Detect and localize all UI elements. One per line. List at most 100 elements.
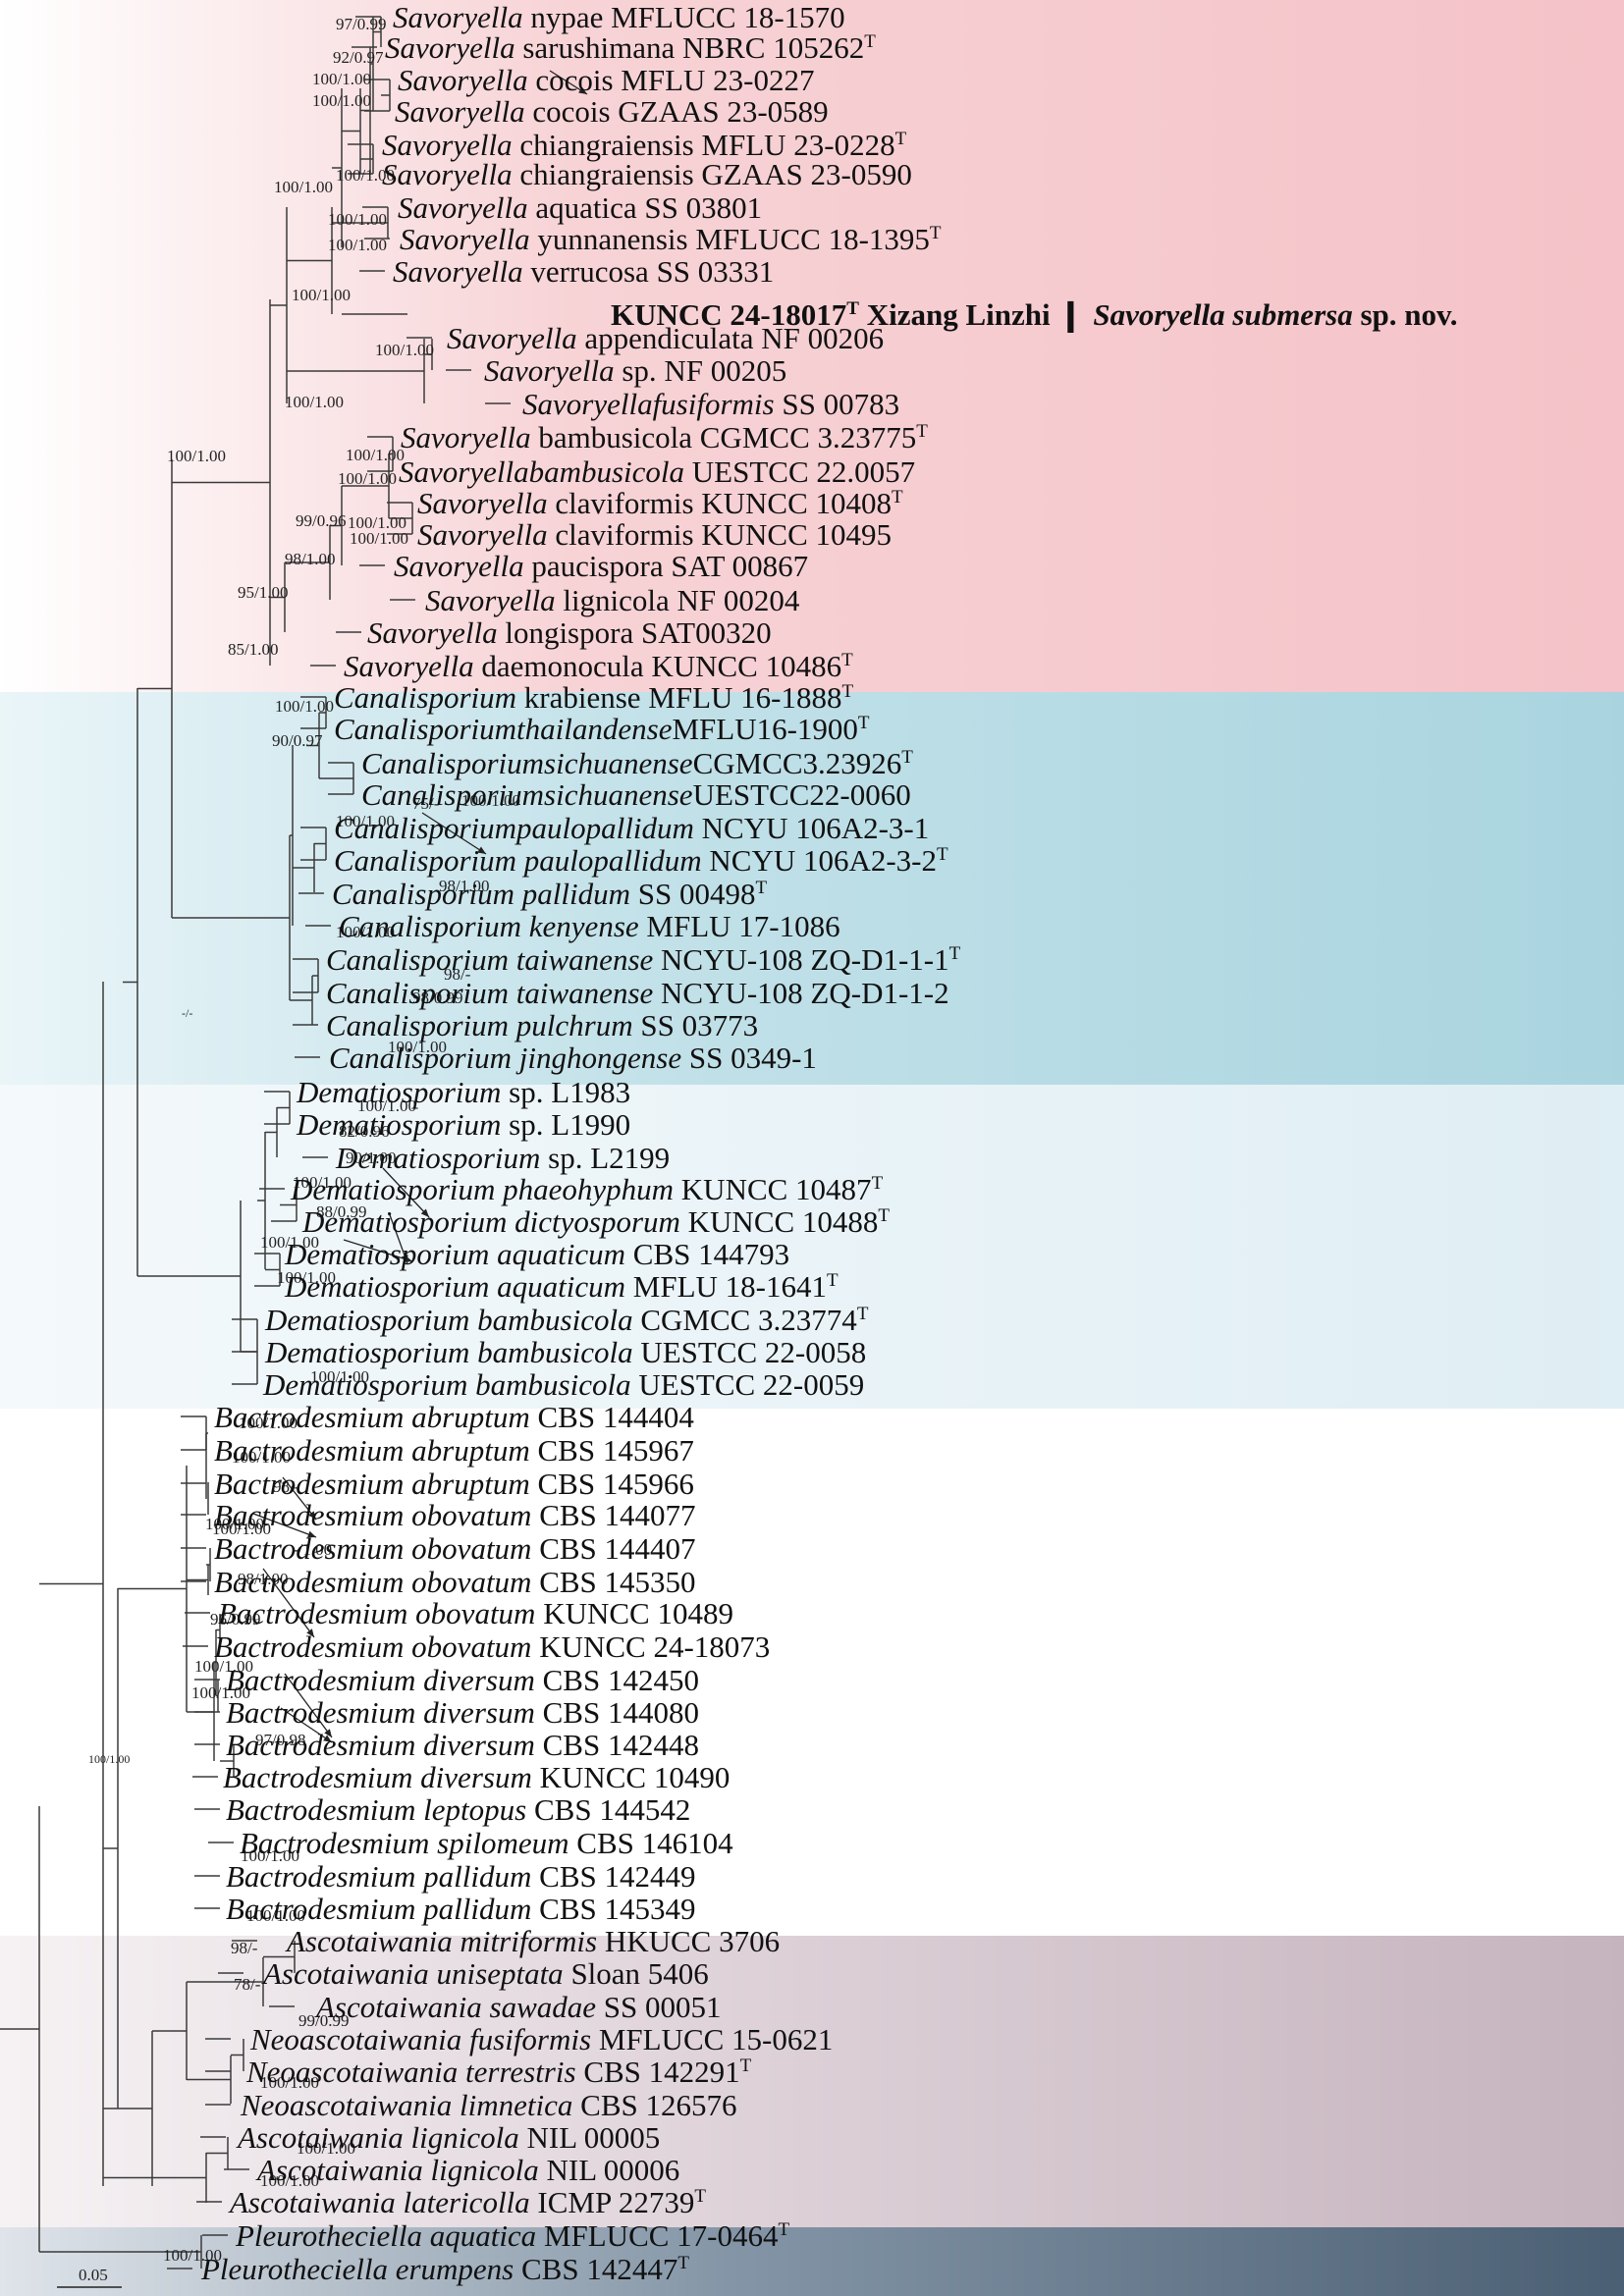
taxon-label: Dematiosporium aquaticum CBS 144793 [284, 1237, 789, 1271]
support-value: -/1.00 [293, 1540, 332, 1559]
taxon-genus-species: Bactrodesmium diversum [226, 1663, 535, 1697]
taxon-genus-species: Savoryella [367, 615, 498, 650]
taxon-strain: KUNCC 10489 [535, 1596, 733, 1630]
taxon-genus-species: Savoryella [394, 549, 524, 583]
support-value: 92/0.97 [333, 48, 384, 67]
leader-arrowhead [324, 1729, 332, 1737]
taxon-strain: krabiense MFLU 16-1888 [516, 680, 841, 715]
taxon-label: Ascotaiwania lignicola NIL 00005 [236, 2120, 660, 2155]
taxon-strain: sp. L1983 [501, 1075, 630, 1109]
taxon-genus-species: Savoryella [395, 94, 525, 129]
taxon-strain: CBS 145967 [530, 1433, 694, 1468]
taxon-genus-species: Ascotaiwania lignicola [255, 2153, 539, 2187]
taxon-genus-species: Bactrodesmium obovatum [218, 1596, 535, 1630]
taxon-genus-species: Canalisporium [334, 680, 516, 715]
taxon-label: Savoryella nypae MFLUCC 18-1570 [393, 0, 845, 34]
taxon-genus-species: Dematiosporium phaeohyphum [290, 1172, 674, 1206]
leader-arrowhead [420, 1208, 429, 1217]
taxon-label: CanalisporiumsichuanenseCGMCC3.23926T [361, 746, 913, 780]
support-value: 96/0.99 [210, 1610, 260, 1629]
taxon-strain: NCYU-108 ZQ-D1-1-2 [653, 976, 948, 1010]
taxon-genus-species: Canalisporium pulchrum [326, 1008, 633, 1042]
taxon-label: Dematiosporium bambusicola CGMCC 3.23774… [264, 1303, 869, 1337]
support-value: 98/1.00 [439, 877, 489, 895]
taxon-label: Bactrodesmium obovatum CBS 144077 [214, 1498, 696, 1532]
support-value: 98/- [273, 1477, 300, 1496]
taxon-strain: yunnanensis MFLUCC 18-1395 [530, 222, 930, 256]
support-value: 100/1.00 [328, 236, 387, 254]
taxon-genus-species: Savoryella [382, 128, 513, 162]
taxon-strain: UESTCC22-0060 [693, 777, 911, 812]
type-strain-mark: T [779, 2219, 790, 2240]
taxon-label: Canalisporium kenyense MFLU 17-1086 [339, 909, 840, 943]
taxon-label: Bactrodesmium diversum CBS 142450 [226, 1663, 699, 1697]
support-value: 75/- [412, 794, 440, 813]
taxon-label: Bactrodesmium obovatum CBS 145350 [214, 1565, 696, 1599]
taxon-label: Savoryella longispora SAT00320 [367, 615, 772, 650]
leader-line [262, 1568, 315, 1638]
taxon-label: Savoryellafusiformis SS 00783 [522, 387, 899, 421]
support-value: 100/1.00 [260, 1233, 319, 1252]
taxon-genus-species: Ascotaiwania mitriformis [285, 1924, 597, 1958]
taxon-label: Ascotaiwania sawadae SS 00051 [314, 1990, 722, 2024]
taxon-strain: nypae MFLUCC 18-1570 [523, 0, 845, 34]
taxon-genus-species: Canalisporiumsichuanense [361, 746, 693, 780]
taxon-strain: sp. NF 00205 [615, 353, 787, 388]
support-value: 100/1.00 [285, 393, 344, 411]
taxon-genus-species: Canalisporiumsichuanense [361, 777, 693, 812]
taxon-genus-species: Bactrodesmium leptopus [226, 1792, 526, 1827]
support-value: 100/1.00 [212, 1520, 271, 1538]
taxon-genus-species: Bactrodesmium obovatum [214, 1629, 531, 1664]
support-value: 100/1.00 [338, 469, 397, 488]
taxon-label: Ascotaiwania lignicola NIL 00006 [255, 2153, 679, 2187]
support-value: 98/0.99 [412, 988, 462, 1007]
leader-arrowhead [306, 1629, 314, 1637]
taxon-label: Dematiosporium aquaticum MFLU 18-1641T [284, 1269, 839, 1304]
taxon-genus-species: Bactrodesmium abruptum [214, 1433, 530, 1468]
taxon-strain: NIL 00006 [539, 2153, 680, 2187]
clade-band-pleurotheciella [0, 2227, 1624, 2296]
taxon-strain: NCYU-108 ZQ-D1-1-1 [653, 942, 948, 977]
leader-arrowhead [323, 1735, 332, 1742]
support-value: 100/1.00 [297, 2139, 355, 2158]
taxon-label: Savoryella chiangraiensis MFLU 23-0228T [382, 128, 907, 162]
taxon-strain: CBS 144077 [531, 1498, 695, 1532]
type-strain-mark: T [857, 1304, 869, 1324]
support-value: 98/- [444, 965, 471, 984]
taxon-label: Bactrodesmium pallidum CBS 145349 [226, 1892, 696, 1926]
support-value: 100/1.00 [346, 446, 405, 464]
taxon-label: Bactrodesmium spilomeum CBS 146104 [240, 1826, 733, 1860]
taxon-genus-species: Neoascotaiwania limnetica [240, 2088, 572, 2122]
taxon-genus-species: Bactrodesmium obovatum [214, 1531, 531, 1566]
taxon-label: Dematiosporium sp. L1990 [296, 1107, 630, 1142]
support-value: 100/1.00 [388, 1038, 447, 1056]
taxon-strain: CBS 142449 [531, 1859, 695, 1894]
taxon-genus-species: Canalisporiumpaulopallidum [334, 811, 694, 845]
taxon-strain: claviformis KUNCC 10408 [548, 486, 892, 520]
taxon-genus-species: Pleurotheciella erumpens [200, 2252, 514, 2286]
taxon-label: Bactrodesmium abruptum CBS 145966 [214, 1467, 694, 1501]
type-strain-mark: T [878, 1205, 890, 1226]
taxon-label: Canalisporium paulopallidum NCYU 106A2-3… [334, 843, 948, 878]
type-strain-mark: T [841, 650, 853, 670]
taxon-strain: CBS 142450 [535, 1663, 699, 1697]
support-value: 100/1.00 [350, 529, 408, 548]
taxon-genus-species: Savoryella [417, 486, 548, 520]
taxon-label: Bactrodesmium diversum CBS 142448 [226, 1728, 699, 1762]
new-species-suffix: sp. nov. [1353, 297, 1458, 332]
support-value: 82/0.96 [339, 1122, 389, 1141]
taxon-strain: KUNCC 24-18073 [531, 1629, 770, 1664]
clade-band-dematiosporium [0, 1085, 1624, 1409]
support-values: 97/0.99 92/0.97 100/1.00 100/1.00 100/1.00 10… [88, 15, 520, 2265]
taxon-strain: UESTCC 22-0058 [633, 1335, 867, 1369]
taxon-label: Canalisporium taiwanense NCYU-108 ZQ-D1-… [326, 976, 949, 1010]
leader-arrowhead [477, 846, 486, 854]
taxon-label: Savoryella claviformis KUNCC 10408T [417, 486, 903, 520]
taxon-strain: MFLU 17-1086 [639, 909, 840, 943]
taxon-strain: ICMP 22739 [530, 2185, 695, 2219]
taxon-genus-species: Savoryella [417, 517, 548, 552]
taxon-genus-species: Savoryellabambusicola [399, 454, 684, 489]
support-value: 100/1.00 [88, 1752, 130, 1766]
support-value: 100/1.00 [293, 1173, 352, 1192]
type-strain-mark: T [937, 844, 948, 865]
